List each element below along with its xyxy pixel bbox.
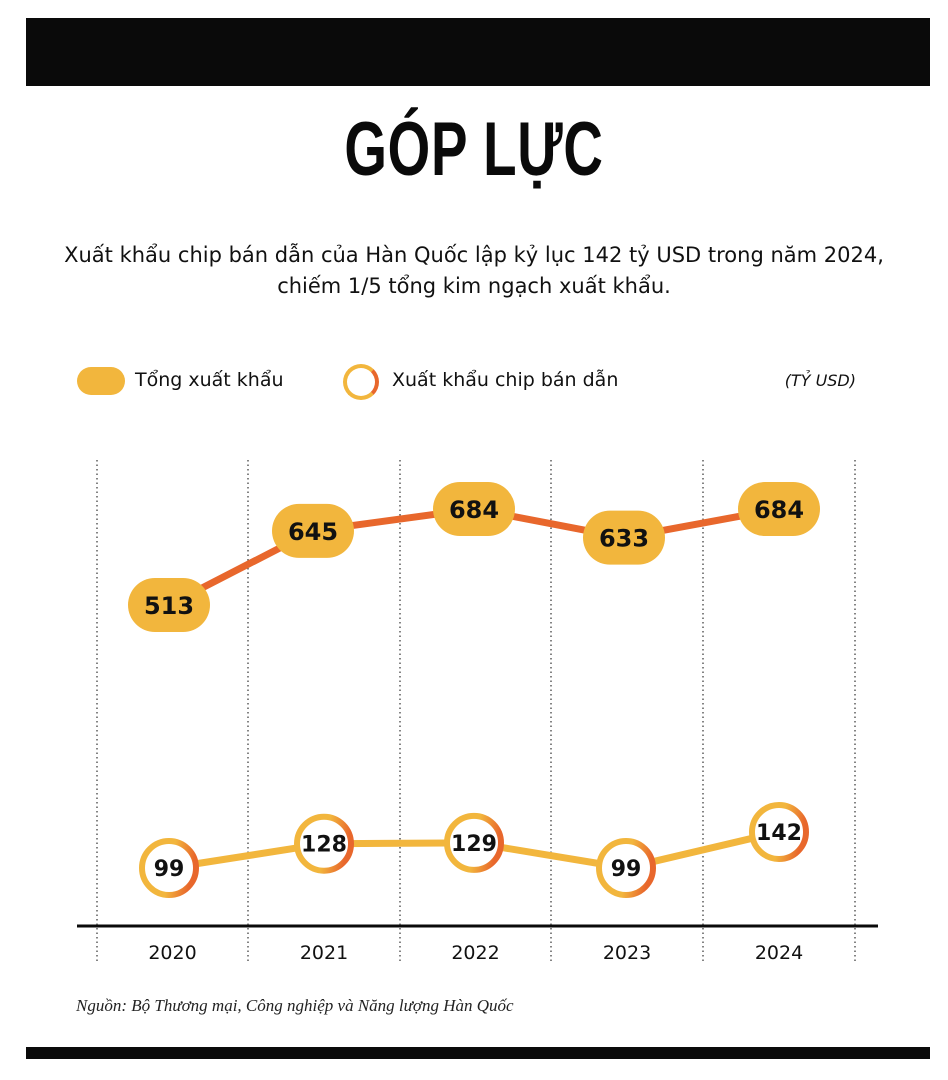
chip-data-point bbox=[749, 802, 809, 862]
chip-data-label: 142 bbox=[756, 821, 802, 846]
source-note: Nguồn: Bộ Thương mại, Công nghiệp và Năn… bbox=[76, 996, 514, 1015]
total-data-point bbox=[433, 482, 515, 536]
top-black-bar bbox=[26, 18, 930, 86]
legend-chip-marker bbox=[343, 364, 379, 400]
total-data-point bbox=[583, 510, 665, 565]
chip-data-label: 128 bbox=[301, 833, 347, 858]
total-data-label: 684 bbox=[449, 496, 499, 524]
legend: Tổng xuất khẩu Xuất khẩu chip bán dẫn (T… bbox=[0, 364, 948, 400]
total-data-point bbox=[272, 503, 354, 558]
x-tick-label: 2024 bbox=[755, 942, 803, 964]
total-data-point bbox=[738, 482, 820, 536]
chart-subtitle: Xuất khẩu chip bán dẫn của Hàn Quốc lập … bbox=[64, 243, 884, 298]
total-data-label: 645 bbox=[288, 518, 338, 546]
unit-label: (TỶ USD) bbox=[784, 371, 856, 390]
total-data-label: 633 bbox=[599, 525, 649, 553]
x-tick-label: 2021 bbox=[300, 942, 348, 964]
total-data-label: 684 bbox=[754, 496, 804, 524]
chip-data-point bbox=[596, 838, 656, 898]
chip-data-point bbox=[444, 812, 504, 873]
x-tick-label: 2020 bbox=[148, 942, 196, 964]
chip-data-point bbox=[294, 813, 354, 874]
chip-data-label: 99 bbox=[611, 857, 642, 882]
total-data-label: 513 bbox=[144, 592, 194, 620]
chip-data-point bbox=[139, 838, 199, 898]
line-chart: 2020 2021 2022 2023 2024 513 645 684 633 684 99 128… bbox=[77, 460, 878, 964]
x-tick-label: 2022 bbox=[451, 942, 499, 964]
chip-data-label: 99 bbox=[154, 857, 185, 882]
x-tick-label: 2023 bbox=[603, 942, 651, 964]
bottom-black-bar bbox=[26, 1047, 930, 1059]
total-data-point bbox=[128, 578, 210, 632]
legend-total-label: Tổng xuất khẩu bbox=[135, 369, 284, 391]
legend-total-marker bbox=[77, 367, 125, 395]
legend-chip-label: Xuất khẩu chip bán dẫn bbox=[392, 369, 619, 391]
chip-data-label: 129 bbox=[451, 832, 497, 857]
chart-title: GÓP LỰC bbox=[344, 107, 604, 192]
